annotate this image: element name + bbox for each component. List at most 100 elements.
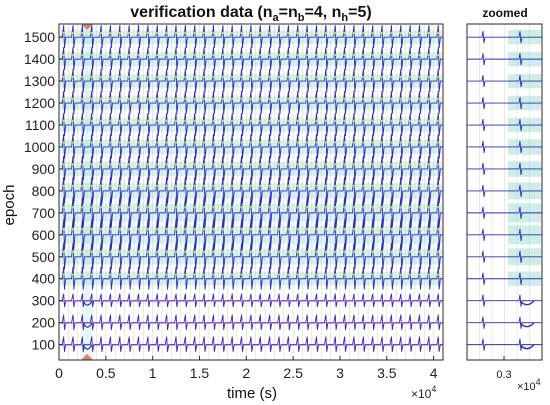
zoomed-series-epoch-1400 bbox=[467, 51, 542, 67]
zoomed-trace bbox=[467, 118, 542, 132]
zoomed-series-epoch-1100 bbox=[467, 117, 542, 133]
trace-line bbox=[59, 25, 443, 49]
zoomed-trace bbox=[467, 206, 542, 219]
x-tick-label: 4 bbox=[430, 365, 438, 381]
trace-line bbox=[59, 196, 443, 228]
highlight-marker-top bbox=[81, 24, 94, 30]
zoomed-series-epoch-500 bbox=[467, 248, 542, 266]
zoomed-trace bbox=[467, 250, 542, 263]
series-epoch-400 bbox=[59, 266, 443, 290]
zoomed-trace bbox=[467, 228, 542, 241]
x-axis-label: time (s) bbox=[227, 385, 277, 402]
y-tick-label: 1200 bbox=[24, 95, 55, 111]
zoomed-trace bbox=[467, 338, 542, 351]
trace-line bbox=[59, 133, 443, 159]
zoomed-trace bbox=[467, 53, 542, 66]
zoomed-series-epoch-1500 bbox=[467, 29, 542, 45]
trace-line bbox=[59, 112, 443, 136]
y-tick-label: 200 bbox=[32, 315, 56, 331]
trace-line bbox=[59, 47, 443, 70]
zoomed-series-epoch-300 bbox=[467, 294, 542, 307]
y-tick-label: 600 bbox=[32, 227, 56, 243]
trace-line bbox=[59, 91, 443, 114]
series-epoch-200 bbox=[59, 314, 443, 330]
x-tick-label: 1.5 bbox=[190, 365, 210, 381]
y-tick-label: 400 bbox=[32, 271, 56, 287]
y-tick-label: 100 bbox=[32, 337, 56, 353]
trace-line bbox=[59, 266, 443, 290]
series-epoch-600 bbox=[59, 218, 443, 250]
trace-line bbox=[59, 218, 443, 250]
main-plot-frame bbox=[58, 23, 444, 361]
series-epoch-500 bbox=[59, 242, 443, 270]
series-epoch-1400 bbox=[59, 47, 443, 70]
y-tick-label: 1500 bbox=[24, 29, 55, 45]
zoomed-trace bbox=[467, 316, 542, 329]
main-series-group bbox=[59, 25, 443, 352]
trace-line bbox=[59, 69, 443, 92]
zoomed-series-epoch-800 bbox=[467, 182, 542, 200]
x-tick-label: 1 bbox=[149, 365, 157, 381]
zoomed-series-group bbox=[467, 29, 542, 351]
zoomed-trace bbox=[467, 184, 542, 197]
x-tick-label: 2 bbox=[242, 365, 250, 381]
dip-mark bbox=[82, 300, 93, 306]
x-multiplier: ×104 bbox=[411, 384, 436, 401]
trace-line bbox=[59, 155, 443, 181]
y-tick-label: 1000 bbox=[24, 139, 55, 155]
x-tick-label: 0 bbox=[55, 365, 63, 381]
zoomed-trace bbox=[467, 75, 542, 88]
zoomed-x-tick-label: 0.3 bbox=[496, 369, 511, 381]
zoomed-trace bbox=[467, 31, 542, 44]
series-epoch-700 bbox=[59, 196, 443, 228]
series-epoch-1500 bbox=[59, 25, 443, 49]
main-y-ticks: 100 200 300 400 500 600 700 800 900 1000 1100 1200 1… bbox=[24, 29, 63, 353]
zoomed-series-epoch-700 bbox=[467, 203, 542, 223]
zoomed-grid bbox=[479, 24, 530, 360]
x-tick-label: 0.5 bbox=[96, 365, 116, 381]
series-epoch-1100 bbox=[59, 112, 443, 136]
x-tick-label: 3 bbox=[336, 365, 344, 381]
series-epoch-1200 bbox=[59, 91, 443, 114]
series-epoch-300 bbox=[59, 293, 443, 308]
main-x-ticks: 0 0.5 1 1.5 2 2.5 3 3.5 4 bbox=[55, 356, 438, 381]
series-epoch-1000 bbox=[59, 133, 443, 159]
zoomed-series-epoch-1000 bbox=[467, 139, 542, 155]
zoomed-series-epoch-900 bbox=[467, 161, 542, 177]
dip-mark bbox=[82, 322, 93, 328]
highlight-marker-bottom bbox=[81, 354, 94, 360]
dip-mark bbox=[82, 344, 93, 350]
main-axes: 0 0.5 1 1.5 2 2.5 3 3.5 4 100 200 300 400 500 600 700 8… bbox=[24, 23, 444, 381]
y-tick-label: 900 bbox=[32, 161, 56, 177]
y-tick-label: 500 bbox=[32, 249, 56, 265]
trace-line bbox=[59, 314, 443, 330]
y-axis-label: epoch bbox=[1, 185, 18, 226]
zoomed-dip bbox=[519, 322, 535, 328]
chart-title: verification data (na=nb=4, nh=5) bbox=[130, 4, 371, 24]
zoomed-series-epoch-200 bbox=[467, 316, 542, 329]
zoomed-trace bbox=[467, 140, 542, 154]
series-epoch-800 bbox=[59, 176, 443, 204]
y-tick-label: 700 bbox=[32, 205, 56, 221]
trace-line bbox=[59, 336, 443, 352]
series-epoch-900 bbox=[59, 155, 443, 181]
zoomed-axes: zoomed 0.3 ×104 bbox=[466, 6, 543, 393]
series-epoch-1300 bbox=[59, 69, 443, 92]
zoomed-trace bbox=[467, 272, 542, 285]
y-tick-label: 1300 bbox=[24, 73, 55, 89]
y-tick-label: 1100 bbox=[25, 117, 55, 133]
y-tick-label: 1400 bbox=[24, 51, 55, 67]
y-tick-label: 800 bbox=[32, 183, 56, 199]
zoomed-dip bbox=[519, 300, 535, 306]
zoomed-plot-frame bbox=[466, 23, 543, 361]
zoomed-series-epoch-100 bbox=[467, 338, 542, 351]
zoomed-dip bbox=[519, 344, 535, 350]
x-tick-label: 3.5 bbox=[377, 365, 397, 381]
x-tick-label: 2.5 bbox=[283, 365, 303, 381]
trace-line bbox=[59, 293, 443, 308]
trace-line bbox=[59, 242, 443, 270]
zoomed-title: zoomed bbox=[482, 6, 527, 20]
zoomed-series-epoch-400 bbox=[467, 271, 542, 286]
zoomed-series-epoch-1300 bbox=[467, 73, 542, 89]
